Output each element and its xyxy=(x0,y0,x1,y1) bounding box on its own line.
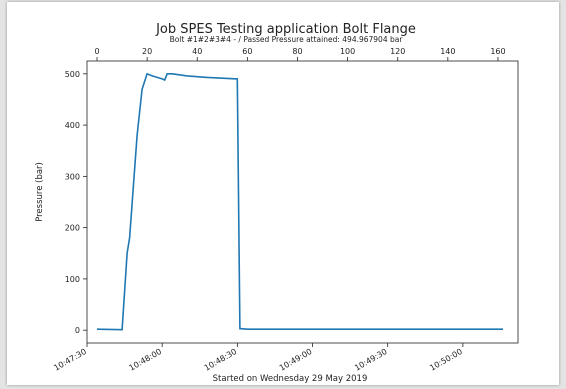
y-tick-label: 300 xyxy=(65,172,80,181)
top-x-tick-label: 20 xyxy=(142,47,152,56)
y-tick-label: 200 xyxy=(65,224,80,233)
bottom-x-tick-label: 10:48:30 xyxy=(203,347,239,373)
y-tick-label: 400 xyxy=(65,121,80,130)
y-tick-label: 100 xyxy=(65,275,80,284)
bottom-x-tick-label: 10:47:30 xyxy=(52,347,88,373)
pressure-series-line xyxy=(96,72,503,331)
top-x-tick-label: 0 xyxy=(94,47,99,56)
top-x-tick-label: 40 xyxy=(192,47,202,56)
plot-area-border xyxy=(86,60,519,344)
y-tick-label: 0 xyxy=(75,326,80,335)
top-x-tick-label: 120 xyxy=(390,47,405,56)
top-x-tick-label: 60 xyxy=(242,47,252,56)
top-x-tick-label: 80 xyxy=(292,47,302,56)
y-tick-label: 500 xyxy=(65,70,80,79)
chart-frame: Job SPES Testing application Bolt Flange… xyxy=(7,2,559,385)
bottom-x-tick-label: 10:50:00 xyxy=(428,347,464,373)
bottom-x-tick-label: 10:49:30 xyxy=(353,347,389,373)
x-axis-label: Started on Wednesday 29 May 2019 xyxy=(213,374,368,384)
bottom-x-tick-label: 10:48:00 xyxy=(128,347,164,373)
top-x-tick-label: 160 xyxy=(490,47,505,56)
chart-subtitle: Bolt #1#2#3#4 - / Passed Pressure attain… xyxy=(170,35,404,44)
y-axis-label: Pressure (bar) xyxy=(35,162,45,222)
pressure-chart: Job SPES Testing application Bolt Flange… xyxy=(35,22,519,384)
top-x-tick-label: 100 xyxy=(340,47,355,56)
bottom-x-tick-label: 10:49:00 xyxy=(278,347,314,373)
top-x-tick-label: 140 xyxy=(440,47,455,56)
chart-title: Job SPES Testing application Bolt Flange xyxy=(155,22,416,37)
